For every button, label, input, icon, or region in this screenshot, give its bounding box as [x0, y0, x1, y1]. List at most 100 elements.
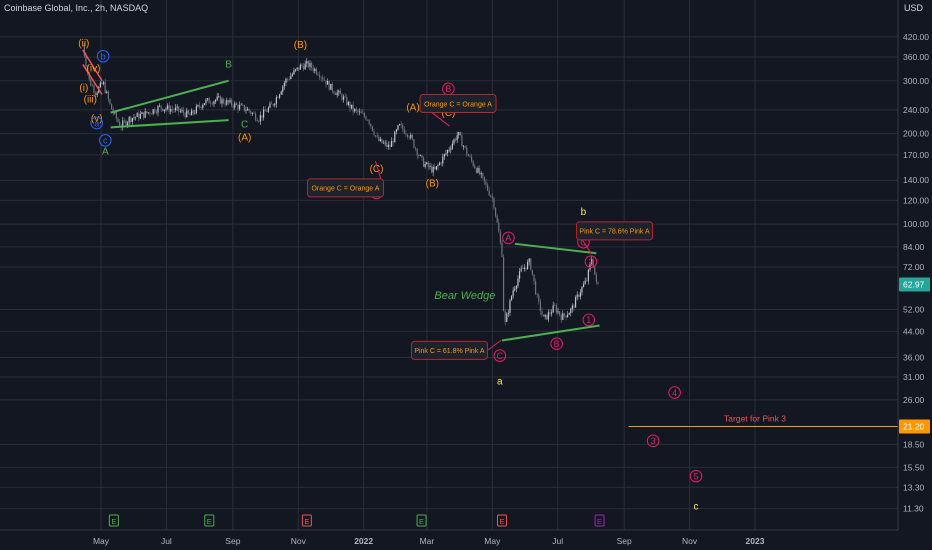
- candle-body: [277, 97, 279, 98]
- time-axis[interactable]: May Jul Sep Nov 2022 Mar May Jul Sep Nov 2023: [0, 529, 898, 546]
- candle-body: [555, 305, 557, 313]
- candle-body: [570, 308, 572, 314]
- candle-body: [314, 68, 316, 71]
- chart-grid: [0, 0, 898, 530]
- candle-body: [374, 135, 377, 136]
- candle-body: [310, 62, 313, 68]
- price-axis[interactable]: 420.00 360.00 300.00 240.00 200.00 170.00 140.…: [897, 0, 932, 550]
- candle-body: [378, 136, 380, 142]
- candle-body: [221, 99, 223, 104]
- earnings-marker[interactable]: [301, 514, 312, 527]
- candle-body: [328, 80, 330, 90]
- candle-body: [138, 113, 140, 119]
- candle-body: [502, 256, 505, 312]
- candle-body: [366, 119, 369, 121]
- symbol-title[interactable]: Coinbase Global, Inc., 2h, NASDAQ: [4, 3, 149, 13]
- earnings-marker-label: E: [207, 517, 212, 526]
- candle-body: [205, 99, 207, 104]
- candle-body: [546, 314, 548, 320]
- candle-body: [422, 157, 425, 167]
- candle-body: [486, 184, 489, 191]
- candle-body: [483, 176, 485, 182]
- earnings-marker[interactable]: [108, 514, 119, 527]
- time-tick-label: Nov: [682, 536, 698, 546]
- candle-body: [243, 105, 245, 111]
- candle-body: [432, 167, 434, 173]
- wave-label: (A): [238, 132, 251, 143]
- candle-body: [352, 104, 354, 112]
- candle-body: [211, 103, 213, 105]
- candle-body: [82, 44, 84, 46]
- candle-body: [568, 313, 570, 315]
- candle-body: [338, 90, 340, 93]
- candle-body: [208, 98, 210, 104]
- candle-body: [462, 146, 465, 147]
- candle-body: [381, 138, 383, 144]
- candle-body: [520, 268, 522, 272]
- candle-body: [437, 165, 439, 167]
- candle-body: [357, 110, 359, 113]
- time-tick-label: 2023: [746, 536, 765, 546]
- wave-label: 1: [586, 315, 591, 325]
- candle-body: [421, 155, 423, 158]
- candle-body: [590, 259, 593, 264]
- candle-body: [285, 78, 287, 83]
- wave-label: (C): [441, 108, 455, 119]
- wave-label: 2: [588, 257, 593, 267]
- candle-body: [274, 103, 276, 106]
- candle-body: [230, 100, 233, 106]
- earnings-marker[interactable]: [204, 514, 215, 527]
- candle-body: [562, 313, 564, 320]
- earnings-marker[interactable]: [416, 514, 427, 527]
- candle-body: [470, 156, 473, 161]
- candle-body: [155, 112, 157, 114]
- candle-body: [584, 280, 586, 285]
- trend-line-early-lower: [110, 119, 229, 129]
- candle-body: [475, 168, 477, 173]
- price-tick-label: 11.30: [903, 504, 924, 514]
- candle-body: [565, 315, 567, 318]
- wave-label: B: [554, 339, 560, 349]
- target-price-tag: [899, 419, 930, 434]
- candle-body: [443, 154, 445, 157]
- price-tick-label: 21.20: [903, 422, 925, 432]
- candle-body: [317, 73, 319, 76]
- price-tick-label: 84.00: [903, 242, 925, 252]
- candle-body: [549, 312, 551, 314]
- candle-body: [488, 190, 490, 196]
- earnings-marker-label: E: [597, 517, 602, 526]
- wave-label: (C): [370, 164, 384, 175]
- candle-body: [136, 113, 138, 117]
- candle-body: [174, 107, 177, 111]
- wave-label: (B): [426, 178, 439, 189]
- price-tick-label: 31.00: [903, 372, 925, 382]
- wave-label: A: [102, 146, 109, 157]
- candle-body: [242, 104, 244, 106]
- candle-body: [117, 118, 119, 122]
- wave-label: (iii): [84, 95, 97, 106]
- candle-body: [197, 105, 199, 107]
- candle-body: [419, 155, 421, 156]
- candle-body: [154, 109, 156, 113]
- candle-body: [256, 119, 258, 122]
- candle-body: [406, 134, 409, 137]
- candle-body: [358, 111, 361, 113]
- candle-body: [408, 136, 410, 138]
- candle-body: [94, 92, 97, 96]
- candle-body: [579, 292, 581, 297]
- candle-body: [210, 103, 212, 104]
- candle-body: [336, 92, 338, 95]
- candle-body: [259, 115, 261, 122]
- candle-body: [229, 100, 231, 103]
- annotation-text: Pink C = 61.8% Pink A: [414, 348, 485, 355]
- candle-body: [595, 274, 597, 282]
- candle-body: [571, 305, 573, 309]
- candle-body: [90, 79, 92, 86]
- candle-body: [382, 142, 385, 144]
- candle-body: [290, 75, 292, 80]
- earnings-marker[interactable]: [594, 514, 605, 527]
- candle-body: [400, 124, 402, 126]
- earnings-marker[interactable]: [496, 514, 507, 527]
- candle-body: [110, 103, 113, 110]
